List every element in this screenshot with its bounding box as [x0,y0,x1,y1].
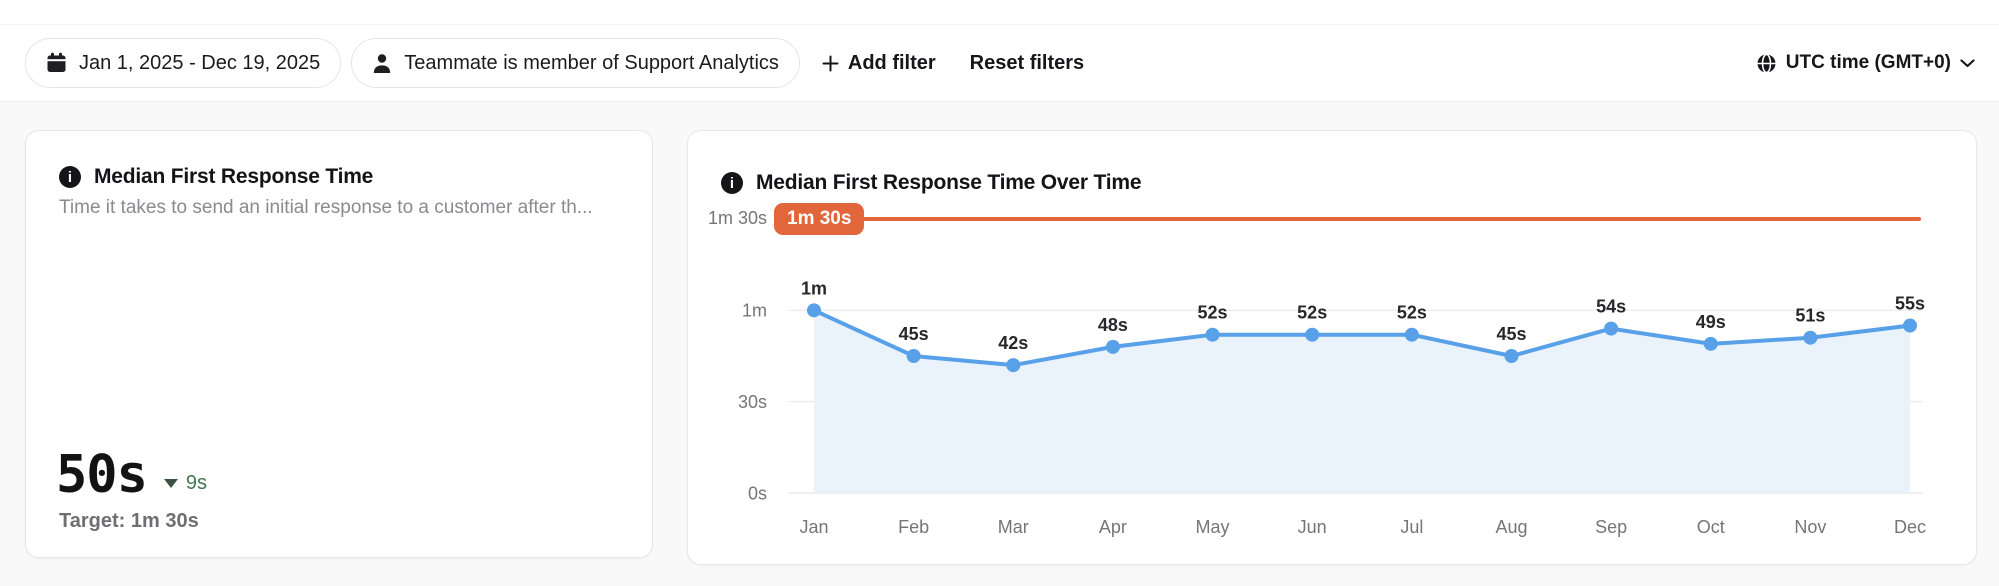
target-axis-tick-label: 1m 30s [707,208,767,228]
svg-text:52s: 52s [1397,303,1427,323]
svg-text:Jan: Jan [799,517,828,537]
chart-card-title: Median First Response Time Over Time [756,171,1142,194]
svg-text:1m: 1m [742,301,767,321]
top-hairline [0,24,1999,25]
svg-text:0s: 0s [748,483,767,503]
timezone-selector[interactable]: UTC time (GMT+0) [1756,52,1975,74]
svg-text:54s: 54s [1596,297,1626,317]
metric-card-header: i Median First Response Time [59,165,373,189]
globe-icon [1756,53,1777,74]
svg-text:42s: 42s [998,333,1028,353]
teammate-filter-label: Teammate is member of Support Analytics [404,51,779,74]
svg-text:Feb: Feb [898,517,929,537]
date-range-label: Jan 1, 2025 - Dec 19, 2025 [79,51,321,74]
info-icon[interactable]: i [721,172,743,194]
svg-text:Apr: Apr [1099,517,1127,537]
date-range-filter[interactable]: Jan 1, 2025 - Dec 19, 2025 [25,38,342,88]
timezone-label: UTC time (GMT+0) [1785,52,1951,73]
svg-text:Mar: Mar [998,517,1029,537]
metric-card-description: Time it takes to send an initial respons… [59,197,593,218]
target-badge: 1m 30s [774,203,865,235]
response-time-chart[interactable]: 0s 30s 1m 1m Jan 45s Feb 42s Mar 48s Apr 52s May 52s J… [688,131,1978,566]
svg-text:Jun: Jun [1298,517,1327,537]
metric-value-row: 50s 9s [56,449,207,501]
median-first-response-time-card: i Median First Response Time Time it tak… [25,130,653,558]
plus-icon [822,55,839,72]
svg-text:52s: 52s [1198,303,1228,323]
svg-text:49s: 49s [1696,312,1726,332]
reset-filters-label: Reset filters [969,51,1085,74]
person-icon [372,53,392,74]
filters-bar-inner: Jan 1, 2025 - Dec 19, 2025 Teammate is m… [25,38,1975,88]
chevron-down-icon [1960,58,1975,68]
metric-delta: 9s [163,471,208,495]
reset-filters-button[interactable]: Reset filters [958,38,1097,88]
info-icon[interactable]: i [59,166,81,188]
trend-down-icon [163,478,178,488]
calendar-icon [46,52,67,74]
filters-bar: Jan 1, 2025 - Dec 19, 2025 Teammate is m… [0,0,1999,102]
svg-text:Oct: Oct [1697,517,1725,537]
chart-card-header: i Median First Response Time Over Time [721,171,1142,195]
teammate-filter[interactable]: Teammate is member of Support Analytics [351,38,800,88]
add-filter-label: Add filter [847,51,936,74]
metric-card-title: Median First Response Time [94,165,374,188]
target-line [848,217,1921,221]
response-time-over-time-card: i Median First Response Time Over Time 1… [687,130,1977,565]
svg-text:45s: 45s [1496,324,1526,344]
svg-text:45s: 45s [899,324,929,344]
svg-text:May: May [1196,517,1230,537]
svg-text:Dec: Dec [1894,517,1926,537]
svg-text:51s: 51s [1795,306,1825,326]
svg-text:Jul: Jul [1400,517,1423,537]
metric-value: 50s [56,445,148,505]
svg-text:48s: 48s [1098,315,1128,335]
svg-text:1m: 1m [801,278,827,298]
svg-text:52s: 52s [1297,303,1327,323]
add-filter-button[interactable]: Add filter [810,38,948,88]
metric-delta-value: 9s [185,471,208,494]
metric-target-label: Target: 1m 30s [59,510,199,532]
svg-text:30s: 30s [738,392,767,412]
svg-text:Sep: Sep [1595,517,1627,537]
svg-text:55s: 55s [1895,294,1925,314]
svg-text:Aug: Aug [1495,517,1527,537]
svg-text:Nov: Nov [1794,517,1826,537]
